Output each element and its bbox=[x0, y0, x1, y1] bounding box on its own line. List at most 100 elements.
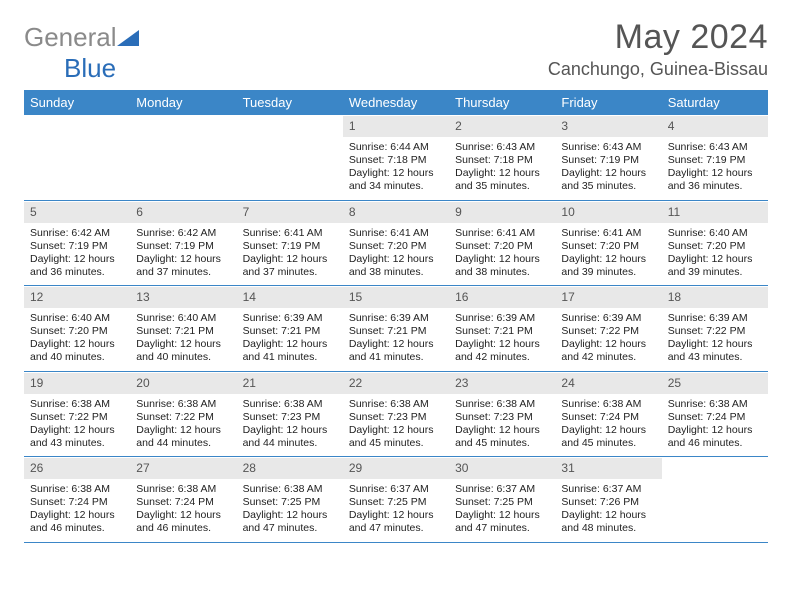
sunrise-text: Sunrise: 6:40 AM bbox=[668, 227, 762, 240]
sunrise-text: Sunrise: 6:38 AM bbox=[243, 483, 337, 496]
day-header: Sunday bbox=[24, 90, 130, 115]
day-details: Sunrise: 6:41 AMSunset: 7:19 PMDaylight:… bbox=[237, 223, 343, 286]
sunrise-text: Sunrise: 6:39 AM bbox=[349, 312, 443, 325]
day-cell: 28Sunrise: 6:38 AMSunset: 7:25 PMDayligh… bbox=[237, 457, 343, 542]
sunrise-text: Sunrise: 6:37 AM bbox=[349, 483, 443, 496]
day-number: 28 bbox=[237, 457, 343, 479]
sunset-text: Sunset: 7:23 PM bbox=[455, 411, 549, 424]
daylight-text: Daylight: 12 hours and 41 minutes. bbox=[349, 338, 443, 364]
day-number: 9 bbox=[449, 201, 555, 223]
sunset-text: Sunset: 7:23 PM bbox=[349, 411, 443, 424]
day-number: 16 bbox=[449, 286, 555, 308]
day-details: Sunrise: 6:38 AMSunset: 7:23 PMDaylight:… bbox=[449, 394, 555, 457]
day-header: Wednesday bbox=[343, 90, 449, 115]
sunset-text: Sunset: 7:22 PM bbox=[136, 411, 230, 424]
day-header: Tuesday bbox=[237, 90, 343, 115]
day-number: 7 bbox=[237, 201, 343, 223]
day-number: 26 bbox=[24, 457, 130, 479]
day-details: Sunrise: 6:38 AMSunset: 7:25 PMDaylight:… bbox=[237, 479, 343, 542]
daylight-text: Daylight: 12 hours and 47 minutes. bbox=[349, 509, 443, 535]
logo-part2: Blue bbox=[64, 53, 116, 83]
day-number bbox=[24, 115, 130, 122]
day-header: Saturday bbox=[662, 90, 768, 115]
day-cell bbox=[237, 115, 343, 200]
day-header: Monday bbox=[130, 90, 236, 115]
sunrise-text: Sunrise: 6:38 AM bbox=[136, 398, 230, 411]
sunrise-text: Sunrise: 6:39 AM bbox=[455, 312, 549, 325]
sunset-text: Sunset: 7:20 PM bbox=[455, 240, 549, 253]
day-cell: 19Sunrise: 6:38 AMSunset: 7:22 PMDayligh… bbox=[24, 372, 130, 457]
daylight-text: Daylight: 12 hours and 43 minutes. bbox=[668, 338, 762, 364]
sunset-text: Sunset: 7:19 PM bbox=[561, 154, 655, 167]
sunrise-text: Sunrise: 6:43 AM bbox=[668, 141, 762, 154]
sunset-text: Sunset: 7:18 PM bbox=[455, 154, 549, 167]
day-cell: 24Sunrise: 6:38 AMSunset: 7:24 PMDayligh… bbox=[555, 372, 661, 457]
day-details: Sunrise: 6:38 AMSunset: 7:22 PMDaylight:… bbox=[130, 394, 236, 457]
day-details: Sunrise: 6:43 AMSunset: 7:18 PMDaylight:… bbox=[449, 137, 555, 200]
sunrise-text: Sunrise: 6:38 AM bbox=[136, 483, 230, 496]
day-details: Sunrise: 6:38 AMSunset: 7:24 PMDaylight:… bbox=[662, 394, 768, 457]
day-cell: 13Sunrise: 6:40 AMSunset: 7:21 PMDayligh… bbox=[130, 286, 236, 371]
day-number: 19 bbox=[24, 372, 130, 394]
day-number: 15 bbox=[343, 286, 449, 308]
week-row: 1Sunrise: 6:44 AMSunset: 7:18 PMDaylight… bbox=[24, 115, 768, 201]
day-number: 31 bbox=[555, 457, 661, 479]
day-cell: 10Sunrise: 6:41 AMSunset: 7:20 PMDayligh… bbox=[555, 201, 661, 286]
daylight-text: Daylight: 12 hours and 35 minutes. bbox=[455, 167, 549, 193]
sunset-text: Sunset: 7:22 PM bbox=[561, 325, 655, 338]
day-details: Sunrise: 6:39 AMSunset: 7:21 PMDaylight:… bbox=[449, 308, 555, 371]
daylight-text: Daylight: 12 hours and 47 minutes. bbox=[455, 509, 549, 535]
sunrise-text: Sunrise: 6:38 AM bbox=[561, 398, 655, 411]
daylight-text: Daylight: 12 hours and 46 minutes. bbox=[30, 509, 124, 535]
sunrise-text: Sunrise: 6:43 AM bbox=[561, 141, 655, 154]
day-cell bbox=[130, 115, 236, 200]
day-number: 13 bbox=[130, 286, 236, 308]
sunset-text: Sunset: 7:19 PM bbox=[136, 240, 230, 253]
day-number: 22 bbox=[343, 372, 449, 394]
day-number bbox=[237, 115, 343, 122]
day-details: Sunrise: 6:41 AMSunset: 7:20 PMDaylight:… bbox=[343, 223, 449, 286]
sunrise-text: Sunrise: 6:39 AM bbox=[561, 312, 655, 325]
day-details: Sunrise: 6:43 AMSunset: 7:19 PMDaylight:… bbox=[662, 137, 768, 200]
daylight-text: Daylight: 12 hours and 34 minutes. bbox=[349, 167, 443, 193]
daylight-text: Daylight: 12 hours and 36 minutes. bbox=[30, 253, 124, 279]
sunset-text: Sunset: 7:24 PM bbox=[136, 496, 230, 509]
sunrise-text: Sunrise: 6:38 AM bbox=[243, 398, 337, 411]
sunset-text: Sunset: 7:23 PM bbox=[243, 411, 337, 424]
sunset-text: Sunset: 7:20 PM bbox=[668, 240, 762, 253]
sunrise-text: Sunrise: 6:39 AM bbox=[243, 312, 337, 325]
daylight-text: Daylight: 12 hours and 45 minutes. bbox=[455, 424, 549, 450]
day-cell: 30Sunrise: 6:37 AMSunset: 7:25 PMDayligh… bbox=[449, 457, 555, 542]
sunrise-text: Sunrise: 6:42 AM bbox=[30, 227, 124, 240]
day-details: Sunrise: 6:41 AMSunset: 7:20 PMDaylight:… bbox=[449, 223, 555, 286]
day-details: Sunrise: 6:38 AMSunset: 7:24 PMDaylight:… bbox=[130, 479, 236, 542]
day-cell: 4Sunrise: 6:43 AMSunset: 7:19 PMDaylight… bbox=[662, 115, 768, 200]
day-cell: 20Sunrise: 6:38 AMSunset: 7:22 PMDayligh… bbox=[130, 372, 236, 457]
day-details: Sunrise: 6:38 AMSunset: 7:24 PMDaylight:… bbox=[555, 394, 661, 457]
day-cell: 6Sunrise: 6:42 AMSunset: 7:19 PMDaylight… bbox=[130, 201, 236, 286]
logo: General Blue bbox=[24, 22, 139, 84]
day-details: Sunrise: 6:39 AMSunset: 7:21 PMDaylight:… bbox=[343, 308, 449, 371]
daylight-text: Daylight: 12 hours and 37 minutes. bbox=[243, 253, 337, 279]
day-number: 14 bbox=[237, 286, 343, 308]
sunrise-text: Sunrise: 6:42 AM bbox=[136, 227, 230, 240]
day-details: Sunrise: 6:37 AMSunset: 7:26 PMDaylight:… bbox=[555, 479, 661, 542]
day-details: Sunrise: 6:41 AMSunset: 7:20 PMDaylight:… bbox=[555, 223, 661, 286]
day-number bbox=[130, 115, 236, 122]
daylight-text: Daylight: 12 hours and 40 minutes. bbox=[136, 338, 230, 364]
sunrise-text: Sunrise: 6:39 AM bbox=[668, 312, 762, 325]
day-cell: 27Sunrise: 6:38 AMSunset: 7:24 PMDayligh… bbox=[130, 457, 236, 542]
logo-triangle-icon bbox=[117, 22, 139, 53]
daylight-text: Daylight: 12 hours and 39 minutes. bbox=[561, 253, 655, 279]
day-cell: 21Sunrise: 6:38 AMSunset: 7:23 PMDayligh… bbox=[237, 372, 343, 457]
day-cell: 5Sunrise: 6:42 AMSunset: 7:19 PMDaylight… bbox=[24, 201, 130, 286]
sunrise-text: Sunrise: 6:41 AM bbox=[349, 227, 443, 240]
week-row: 26Sunrise: 6:38 AMSunset: 7:24 PMDayligh… bbox=[24, 457, 768, 543]
sunset-text: Sunset: 7:21 PM bbox=[455, 325, 549, 338]
day-details: Sunrise: 6:38 AMSunset: 7:23 PMDaylight:… bbox=[237, 394, 343, 457]
day-details: Sunrise: 6:42 AMSunset: 7:19 PMDaylight:… bbox=[24, 223, 130, 286]
daylight-text: Daylight: 12 hours and 45 minutes. bbox=[561, 424, 655, 450]
sunset-text: Sunset: 7:25 PM bbox=[349, 496, 443, 509]
sunrise-text: Sunrise: 6:44 AM bbox=[349, 141, 443, 154]
day-number: 12 bbox=[24, 286, 130, 308]
